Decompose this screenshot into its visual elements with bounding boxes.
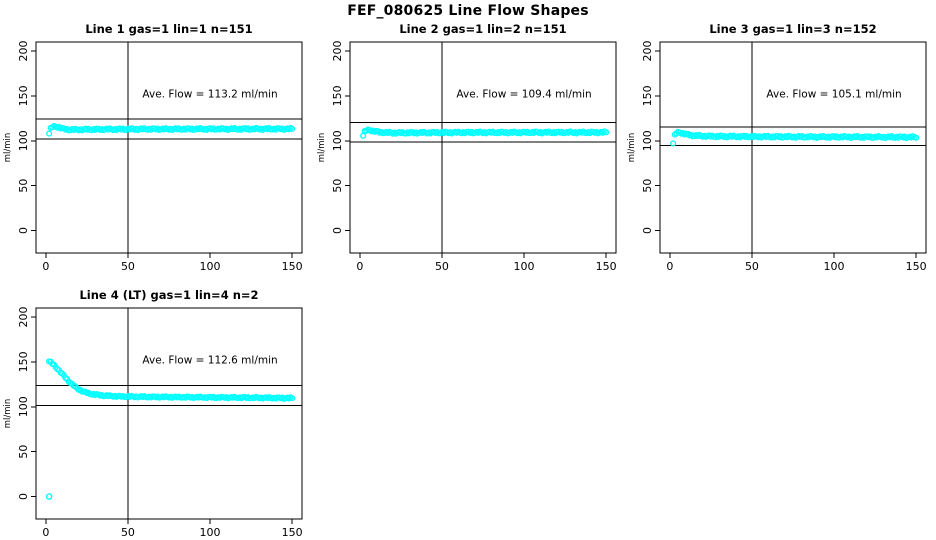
y-tick-label: 150 <box>331 85 344 106</box>
y-axis: 0 50 100 150 200 <box>17 40 36 234</box>
subplot-title: Line 2 gas=1 lin=2 n=151 <box>399 22 566 36</box>
x-axis: 0 50 100 150 <box>666 253 927 273</box>
y-tick-label: 200 <box>331 40 344 61</box>
y-tick-label: 100 <box>331 130 344 151</box>
x-axis: 0 50 100 150 <box>356 253 617 273</box>
data-points <box>46 122 296 137</box>
x-tick-label: 0 <box>356 260 363 273</box>
y-tick-label: 50 <box>17 445 30 459</box>
y-tick-label: 50 <box>331 179 344 193</box>
subplot-title: Line 3 gas=1 lin=3 n=152 <box>709 22 876 36</box>
x-tick-label: 150 <box>596 260 617 273</box>
y-tick-label: 150 <box>641 85 654 106</box>
y-tick-label: 100 <box>641 130 654 151</box>
x-tick-label: 50 <box>121 260 135 273</box>
y-tick-label: 150 <box>17 351 30 372</box>
data-points <box>360 126 610 139</box>
x-tick-label: 100 <box>200 260 221 273</box>
x-tick-label: 150 <box>282 526 303 539</box>
data-point <box>46 130 53 137</box>
subplot-title: Line 1 gas=1 lin=1 n=151 <box>85 22 252 36</box>
x-axis: 0 50 100 150 <box>42 253 303 273</box>
y-tick-label: 100 <box>17 130 30 151</box>
y-tick-label: 200 <box>641 40 654 61</box>
plot-box <box>349 41 617 254</box>
y-tick-label: 100 <box>17 396 30 417</box>
x-tick-label: 50 <box>435 260 449 273</box>
y-tick-label: 0 <box>331 227 344 234</box>
y-tick-label: 200 <box>17 40 30 61</box>
data-point <box>289 125 296 132</box>
y-tick-label: 50 <box>17 179 30 193</box>
ave-flow-annotation: Ave. Flow = 105.1 ml/min <box>766 89 901 101</box>
x-tick-label: 100 <box>514 260 535 273</box>
y-axis-label: ml/min <box>3 133 13 163</box>
y-tick-label: 0 <box>641 227 654 234</box>
data-points <box>670 128 920 147</box>
data-point <box>289 395 296 402</box>
y-axis: 0 50 100 150 200 <box>331 40 350 234</box>
x-tick-label: 0 <box>666 260 673 273</box>
ave-flow-annotation: Ave. Flow = 109.4 ml/min <box>456 89 591 101</box>
x-tick-label: 50 <box>745 260 759 273</box>
subplot-3: Line 3 gas=1 lin=3 n=152 0 50 100 150 0 50 100 1… <box>627 22 927 273</box>
subplot-title: Line 4 (LT) gas=1 lin=4 n=2 <box>79 288 258 302</box>
y-axis-label: ml/min <box>627 133 637 163</box>
x-tick-label: 0 <box>42 260 49 273</box>
subplot-1: Line 1 gas=1 lin=1 n=151 0 50 100 150 0 50 100 1… <box>3 22 303 273</box>
data-point <box>670 140 677 147</box>
x-tick-label: 50 <box>121 526 135 539</box>
ave-flow-annotation: Ave. Flow = 113.2 ml/min <box>142 89 277 101</box>
outlier-point <box>45 493 53 500</box>
x-tick-label: 150 <box>906 260 927 273</box>
y-axis-label: ml/min <box>3 399 13 429</box>
y-tick-label: 200 <box>17 306 30 327</box>
x-axis: 0 50 100 150 <box>42 519 303 539</box>
x-tick-label: 100 <box>824 260 845 273</box>
x-tick-label: 150 <box>282 260 303 273</box>
plot-box <box>35 41 303 254</box>
y-tick-label: 150 <box>17 85 30 106</box>
y-tick-label: 0 <box>17 227 30 234</box>
page-title: FEF_080625 Line Flow Shapes <box>347 3 589 19</box>
y-axis: 0 50 100 150 200 <box>641 40 660 234</box>
subplot-4: Line 4 (LT) gas=1 lin=4 n=2 0 50 100 150 0 50 1… <box>3 288 303 539</box>
data-point <box>913 134 920 141</box>
subplot-2: Line 2 gas=1 lin=2 n=151 0 50 100 150 0 50 100 1… <box>317 22 617 273</box>
data-point <box>603 129 610 136</box>
plot-box <box>659 41 927 254</box>
ave-flow-annotation: Ave. Flow = 112.6 ml/min <box>142 355 277 367</box>
y-axis-label: ml/min <box>317 133 327 163</box>
x-tick-label: 0 <box>42 526 49 539</box>
y-tick-label: 50 <box>641 179 654 193</box>
data-points <box>45 358 296 500</box>
y-axis: 0 50 100 150 200 <box>17 306 36 500</box>
y-tick-label: 0 <box>17 493 30 500</box>
x-tick-label: 100 <box>200 526 221 539</box>
plot-box <box>35 307 303 520</box>
data-point <box>360 132 367 139</box>
